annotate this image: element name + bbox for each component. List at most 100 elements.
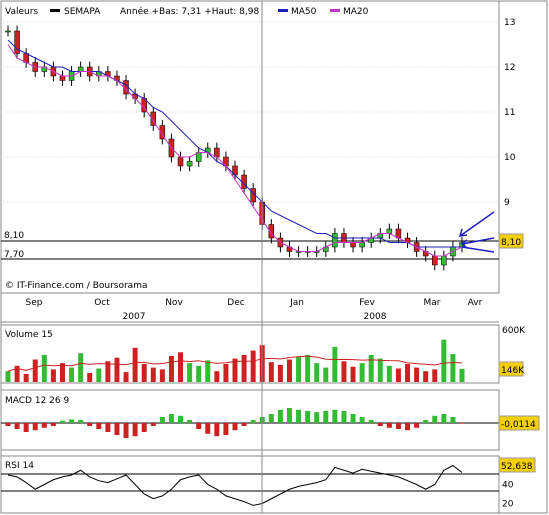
macd-bar — [187, 420, 193, 423]
volume-bar — [414, 367, 420, 382]
ma50-legend-swatch — [278, 9, 288, 12]
volume-bar — [168, 355, 174, 382]
macd-bar — [223, 423, 229, 435]
volume-bar — [69, 367, 75, 382]
macd-bar — [232, 423, 238, 431]
volume-bar — [87, 373, 93, 382]
macd-bar — [359, 417, 365, 423]
macd-bar — [377, 423, 383, 426]
macd-bar — [159, 417, 165, 423]
ma50-legend-label: MA50 — [291, 7, 317, 17]
macd-title: MACD 12 26 9 — [5, 396, 69, 406]
symbol-legend-swatch — [50, 9, 60, 12]
candle-body — [268, 224, 275, 239]
annotation-arrows — [458, 211, 495, 253]
volume-bar — [41, 355, 47, 382]
ma20-legend-label: MA20 — [343, 7, 369, 17]
volume-bar — [350, 366, 356, 382]
macd-bar — [296, 409, 302, 423]
x-month-label: Avr — [468, 298, 483, 308]
arrow-up-icon — [459, 211, 495, 237]
macd-bar — [368, 420, 374, 423]
volume-bar — [196, 365, 202, 382]
main-y-tick-label: 13 — [504, 18, 515, 28]
volume-bar — [214, 371, 220, 382]
volume-bar — [32, 359, 38, 382]
x-month-label: Dec — [227, 298, 244, 308]
volume-bar — [305, 355, 311, 382]
rsi-title: RSI 14 — [5, 461, 34, 471]
volume-bar — [405, 364, 411, 382]
macd-bar — [14, 423, 20, 429]
macd-bar — [32, 423, 38, 431]
macd-bars — [5, 408, 465, 438]
rsi-badge — [498, 457, 536, 473]
volume-bar — [332, 346, 338, 382]
macd-bar — [205, 423, 211, 434]
macd-bar — [441, 414, 447, 423]
x-month-label: Oct — [94, 298, 110, 308]
macd-bar — [214, 423, 220, 437]
volume-bar — [450, 354, 456, 382]
volume-bar — [178, 352, 184, 382]
rsi-badge-label: 52,638 — [501, 462, 533, 472]
volume-bars — [5, 339, 465, 382]
macd-bar — [459, 423, 465, 424]
volume-bar — [78, 353, 84, 382]
macd-bar — [196, 423, 202, 429]
x-year-label: 2008 — [364, 312, 387, 322]
macd-bar — [268, 414, 274, 423]
macd-bar — [114, 423, 120, 435]
volume-bar — [187, 363, 193, 382]
candle-body — [159, 125, 166, 140]
macd-bar — [332, 409, 338, 423]
volume-title: Volume 15 — [5, 330, 53, 340]
arrow-mid-icon — [461, 237, 495, 245]
macd-bar — [87, 423, 93, 426]
x-year-label: 2007 — [123, 312, 146, 322]
volume-badge-label: 146K — [501, 366, 525, 376]
macd-bar — [168, 414, 174, 423]
ma20-line — [7, 44, 463, 257]
volume-bar — [232, 358, 238, 382]
macd-bar — [123, 423, 129, 438]
macd-bar — [277, 409, 283, 423]
macd-bar — [59, 420, 65, 423]
volume-bar — [423, 371, 429, 382]
volume-bar — [341, 361, 347, 382]
main-y-tick-label: 9 — [504, 198, 510, 208]
volume-bar — [105, 361, 111, 382]
volume-bar — [59, 363, 65, 382]
x-month-label: Mar — [424, 298, 441, 308]
volume-bar — [132, 347, 138, 382]
level-7-70-label: 7,70 — [4, 250, 24, 260]
macd-bar — [386, 423, 392, 428]
volume-bar — [14, 365, 20, 382]
volume-bar — [441, 339, 447, 382]
candle-body — [441, 255, 447, 266]
level-8-10-label: 8,10 — [4, 231, 24, 241]
macd-bar — [69, 419, 75, 423]
volume-bar — [23, 373, 29, 382]
macd-bar — [405, 423, 411, 431]
volume-bar — [368, 355, 374, 382]
candle-body — [359, 242, 365, 248]
macd-bar — [150, 423, 156, 426]
macd-panel-frame — [0, 389, 500, 451]
candle-body — [332, 233, 338, 248]
volume-bar — [141, 364, 147, 382]
x-month-label: Nov — [165, 298, 183, 308]
rsi-y-tick-label: 20 — [502, 500, 514, 510]
candle-body — [432, 255, 438, 266]
volume-bar — [205, 360, 211, 382]
volume-bar — [96, 368, 102, 382]
candle-body — [177, 156, 184, 167]
macd-bar — [23, 423, 29, 432]
volume-bar — [250, 350, 256, 382]
arrow-low-icon — [461, 246, 495, 253]
x-month-label: Jan — [289, 298, 304, 308]
volume-bar — [50, 369, 56, 382]
x-month-label: Sep — [26, 298, 43, 308]
main-y-axis: 9 10 11 12 13 — [504, 18, 516, 208]
source-credit: © IT-Finance.com / Boursorama — [5, 281, 147, 291]
